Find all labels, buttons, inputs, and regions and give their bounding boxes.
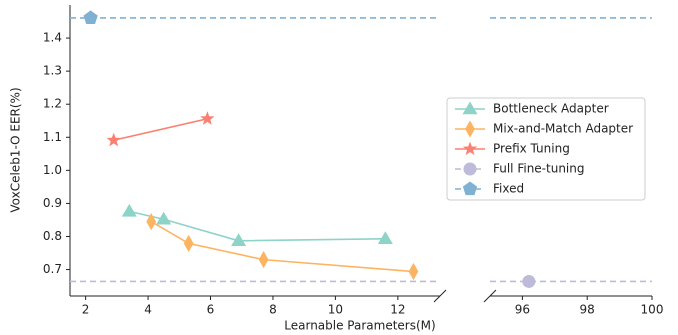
marker	[183, 234, 194, 253]
marker	[231, 233, 247, 247]
y-tick-label: 1.0	[43, 163, 62, 177]
legend-label: Prefix Tuning	[493, 142, 570, 156]
legend-marker	[465, 120, 475, 138]
marker	[377, 231, 393, 245]
marker	[106, 132, 121, 147]
legend-label: Mix-and-Match Adapter	[493, 122, 633, 136]
y-tick-label: 0.7	[43, 262, 62, 276]
marker	[121, 203, 137, 217]
x-tick-label: 8	[269, 303, 277, 317]
marker	[146, 212, 157, 231]
x-tick-label: 100	[641, 303, 664, 317]
marker	[83, 10, 98, 24]
legend-label: Full Fine-tuning	[493, 162, 585, 176]
marker	[522, 274, 536, 288]
y-axis-label: VoxCeleb1-O EER(%)	[9, 87, 23, 212]
x-tick-label: 6	[207, 303, 215, 317]
marker	[408, 262, 419, 281]
legend-marker	[462, 141, 478, 156]
x-tick-label: 4	[144, 303, 152, 317]
x-tick-label: 98	[580, 303, 595, 317]
x-tick-label: 12	[390, 303, 405, 317]
series-line	[129, 210, 386, 242]
legend-box	[446, 97, 646, 201]
series-line	[150, 220, 414, 273]
x-tick-label: 10	[328, 303, 343, 317]
legend-marker	[462, 101, 478, 115]
y-tick-label: 1.1	[43, 130, 62, 144]
marker	[156, 211, 172, 225]
x-tick-label: 2	[82, 303, 90, 317]
y-tick-label: 0.8	[43, 229, 62, 243]
x-axis-label: Learnable Parameters(M)	[284, 319, 435, 333]
legend-marker	[463, 162, 477, 176]
legend-marker	[462, 181, 478, 196]
legend-label: Bottleneck Adapter	[493, 102, 609, 116]
axis-break	[433, 289, 447, 303]
axis-break	[483, 289, 497, 303]
legend-label: Fixed	[493, 182, 524, 196]
y-tick-label: 1.2	[43, 97, 62, 111]
marker	[258, 251, 269, 269]
y-tick-label: 1.4	[43, 31, 62, 45]
marker	[200, 111, 215, 125]
x-tick-label: 96	[515, 303, 530, 317]
y-tick-label: 0.9	[43, 196, 62, 210]
y-tick-label: 1.3	[43, 64, 62, 78]
series-line	[113, 117, 208, 142]
